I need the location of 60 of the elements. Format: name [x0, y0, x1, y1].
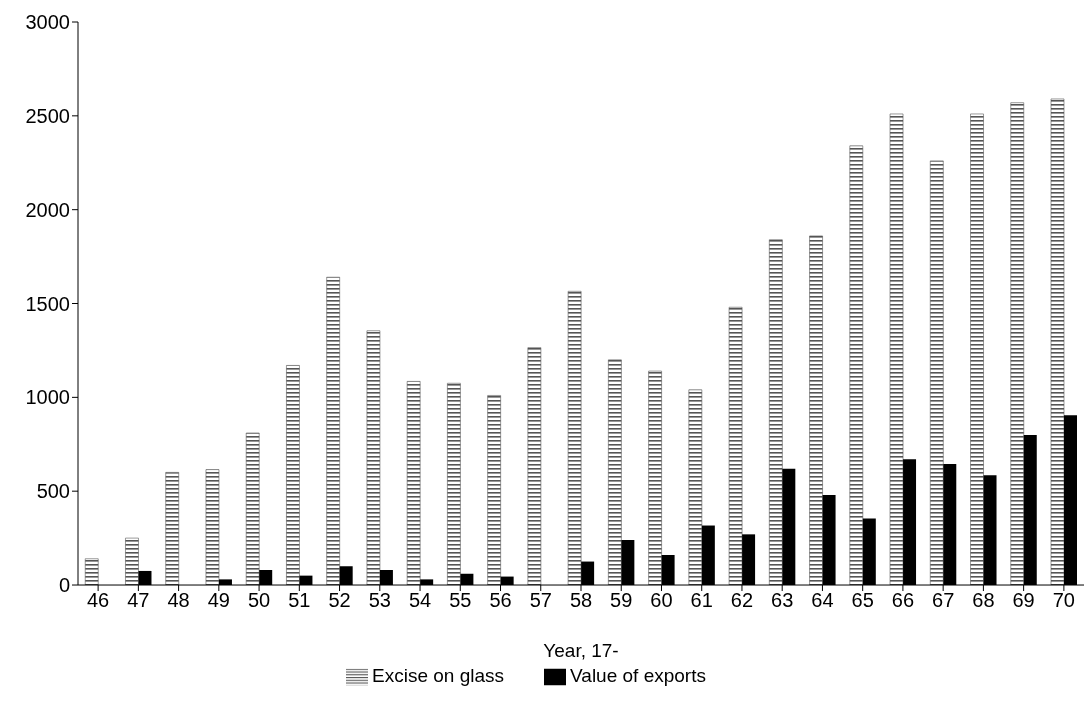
bar	[447, 382, 461, 586]
x-tick-label: 58	[569, 589, 593, 612]
x-tick-label: 69	[1012, 589, 1035, 612]
bar	[769, 239, 783, 586]
bar	[728, 306, 743, 586]
bar	[567, 291, 582, 586]
legend-label: Excise on glass	[372, 665, 505, 687]
x-tick-label: 65	[851, 589, 874, 612]
bar	[125, 537, 139, 586]
bar	[648, 370, 662, 586]
x-tick-label: 68	[972, 589, 995, 612]
x-tick-label: 56	[489, 589, 512, 612]
bar	[165, 472, 180, 586]
bar	[245, 432, 260, 586]
x-tick-label: 52	[328, 589, 351, 612]
y-tick-label: 1500	[25, 292, 70, 315]
x-tick-label: 53	[368, 589, 391, 612]
y-tick-label: 2500	[25, 104, 70, 127]
bar	[608, 359, 622, 586]
y-tick-label: 500	[36, 480, 70, 503]
x-tick-label: 55	[449, 589, 472, 612]
x-tick-label: 50	[247, 589, 271, 612]
x-tick-label: 51	[288, 589, 311, 612]
bar	[326, 276, 340, 586]
bar	[809, 235, 823, 586]
x-tick-label: 54	[408, 589, 432, 612]
bar	[366, 330, 381, 586]
bar	[1050, 98, 1065, 586]
bar	[84, 558, 99, 586]
bar	[970, 113, 984, 586]
bar	[205, 469, 220, 586]
bar	[929, 160, 944, 586]
x-tick-label: 60	[650, 589, 673, 612]
x-tick-label: 57	[529, 589, 552, 612]
x-tick-label: 46	[87, 589, 110, 612]
y-tick-label: 1000	[25, 386, 70, 409]
x-tick-label: 61	[690, 589, 713, 612]
x-tick-label: 48	[167, 589, 190, 612]
x-tick-label: 66	[891, 589, 915, 612]
bar	[527, 347, 542, 586]
x-tick-label: 67	[932, 589, 955, 612]
x-tick-label: 62	[730, 589, 754, 612]
y-tick-label: 3000	[25, 11, 70, 34]
bar	[849, 145, 864, 586]
x-tick-label: 47	[127, 589, 150, 612]
y-tick-label: 2000	[25, 198, 70, 221]
x-axis-title: Year, 17-	[543, 640, 619, 662]
bar	[286, 365, 300, 586]
bar	[487, 395, 501, 586]
x-tick-label: 49	[207, 589, 230, 612]
y-tick-label: 0	[58, 574, 70, 597]
bar	[889, 113, 904, 586]
x-tick-label: 59	[610, 589, 633, 612]
x-tick-label: 64	[811, 589, 834, 612]
bar	[1010, 102, 1025, 586]
bar	[688, 389, 703, 586]
x-tick-label: 63	[771, 589, 794, 612]
legend-label: Value of exports	[570, 665, 706, 687]
x-tick-label: 70	[1052, 589, 1076, 612]
bar	[406, 381, 421, 586]
